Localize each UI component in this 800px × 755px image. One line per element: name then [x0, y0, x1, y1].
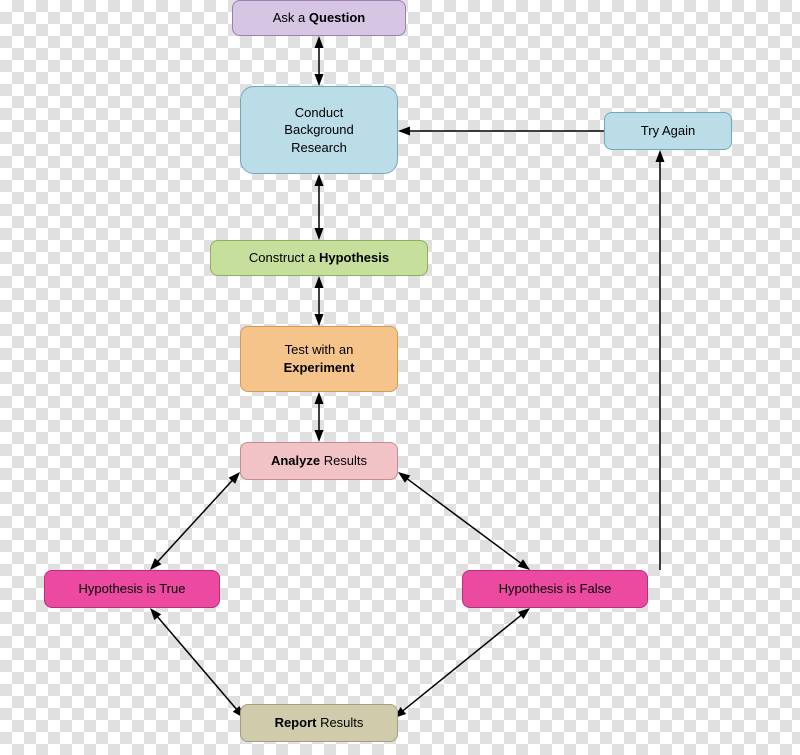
node-label: Hypothesis is False: [499, 580, 612, 598]
node-hypothesis: Construct a Hypothesis: [210, 240, 428, 276]
node-label: Test with anExperiment: [284, 341, 355, 376]
node-test: Test with anExperiment: [240, 326, 398, 392]
node-label: Construct a Hypothesis: [249, 249, 389, 267]
node-label: Ask a Question: [273, 9, 365, 27]
node-analyze: Analyze Results: [240, 442, 398, 480]
node-false: Hypothesis is False: [462, 570, 648, 608]
node-tryagain: Try Again: [604, 112, 732, 150]
node-label: Hypothesis is True: [79, 580, 186, 598]
node-label: ConductBackgroundResearch: [284, 104, 353, 157]
node-report: Report Results: [240, 704, 398, 742]
node-research: ConductBackgroundResearch: [240, 86, 398, 174]
node-true: Hypothesis is True: [44, 570, 220, 608]
node-ask: Ask a Question: [232, 0, 406, 36]
node-label: Analyze Results: [271, 452, 367, 470]
node-label: Try Again: [641, 122, 695, 140]
node-label: Report Results: [275, 714, 364, 732]
